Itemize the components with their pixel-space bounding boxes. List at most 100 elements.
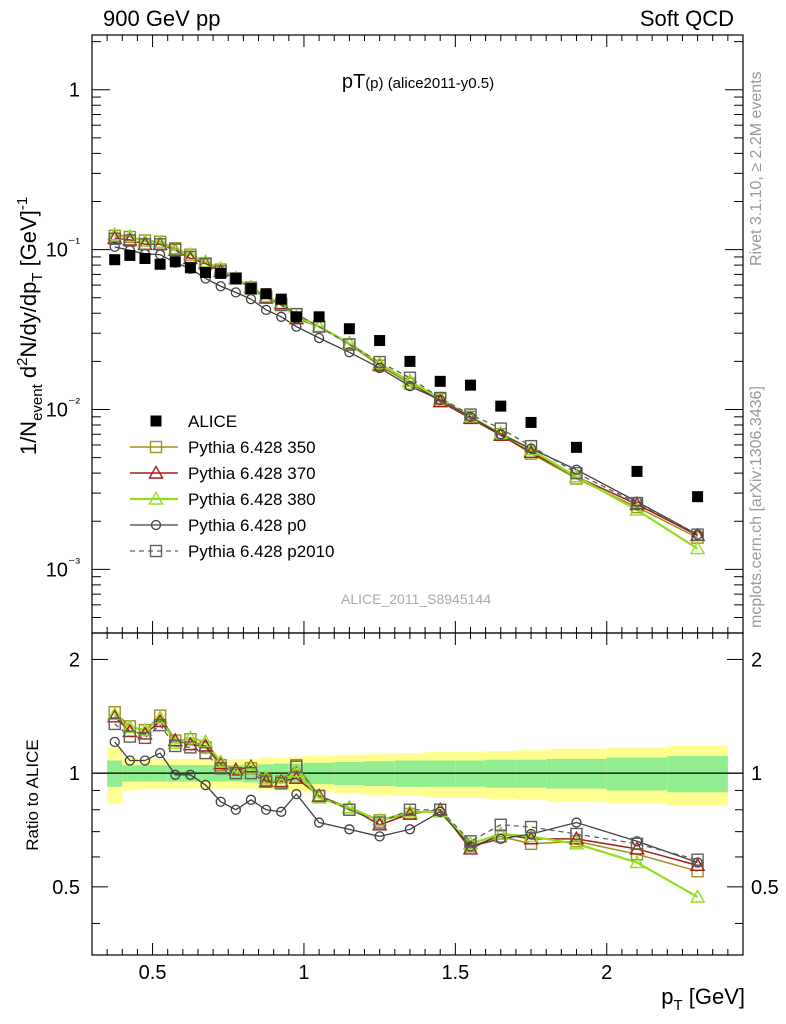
main-point-pythia-6-428-p2010 xyxy=(494,422,507,435)
main-point-pythia-6-428-p2010 xyxy=(108,232,121,245)
chart-labels: pT(p) (alice2011-y0.5) ALICE_2011_S89451… xyxy=(14,71,745,1014)
ratio-point-pythia-6-428-370 xyxy=(182,736,199,751)
main-point-alice xyxy=(343,323,355,335)
ratio-frame xyxy=(91,632,744,956)
ratio-point-pythia-6-428-380 xyxy=(629,854,645,869)
main-point-alice xyxy=(290,311,302,323)
watermark: ALICE_2011_S8945144 xyxy=(341,591,491,607)
ratio-y-tick-label-right: 2 xyxy=(751,649,762,671)
y-tick-label: 10⁻² xyxy=(46,395,81,422)
ylabel-part-8: -1 xyxy=(14,197,31,210)
main-point-pythia-6-428-p0 xyxy=(109,241,120,253)
main-point-pythia-6-428-p2010 xyxy=(169,243,182,256)
ratio-band-inner xyxy=(606,757,668,791)
ratio-point-pythia-6-428-370 xyxy=(568,830,585,845)
main-point-alice xyxy=(215,267,227,279)
ylabel-part-6: T xyxy=(29,273,46,282)
legend-label-pythia-6-428-p0: Pythia 6.428 p0 xyxy=(188,516,306,535)
ratio-point-pythia-6-428-380 xyxy=(523,828,539,843)
ratio-point-pythia-6-428-p2010 xyxy=(373,816,386,829)
ratio-point-pythia-6-428-p2010 xyxy=(244,766,258,780)
main-point-pythia-6-428-p2010 xyxy=(373,355,386,369)
ratio-point-pythia-6-428-p0 xyxy=(245,794,257,805)
main-point-pythia-6-428-p0 xyxy=(404,380,416,392)
legend-label-alice: ALICE xyxy=(188,412,237,431)
xlabel-unit: [GeV] xyxy=(683,984,745,1009)
legend-label-pythia-6-428-p2010: Pythia 6.428 p2010 xyxy=(188,542,335,561)
header-left: 900 GeV pp xyxy=(103,6,221,31)
main-point-pythia-6-428-370 xyxy=(432,393,448,408)
y-tick-label-exp: ⁻³ xyxy=(68,554,80,570)
ratio-point-pythia-6-428-p2010 xyxy=(570,827,583,841)
main-point-alice xyxy=(495,400,507,412)
main-point-pythia-6-428-380 xyxy=(402,373,418,388)
ratio-point-pythia-6-428-p2010 xyxy=(524,820,538,834)
ratio-panel: 0.5 1 1.5 2 0.5 0.5 1 1 2 2 xyxy=(52,632,779,984)
ratio-y-tick-label: 1 xyxy=(69,763,80,785)
ratio-point-pythia-6-428-380 xyxy=(197,733,214,748)
ratio-point-pythia-6-428-p2010 xyxy=(138,731,152,745)
ratio-point-pythia-6-428-p2010 xyxy=(259,775,273,788)
ratio-point-pythia-6-428-370 xyxy=(371,816,388,831)
ratio-point-pythia-6-428-p2010 xyxy=(312,789,326,803)
main-point-pythia-6-428-p2010 xyxy=(138,238,152,251)
ratio-point-pythia-6-428-p0 xyxy=(374,831,385,842)
main-point-alice xyxy=(109,254,121,266)
ratio-point-pythia-6-428-370 xyxy=(288,770,305,784)
ratio-point-pythia-6-428-370 xyxy=(137,726,153,740)
ratio-point-pythia-6-428-380 xyxy=(311,789,327,804)
ratio-y-axis-label: Ratio to ALICE xyxy=(23,739,42,851)
main-point-alice xyxy=(464,379,476,391)
ratio-point-pythia-6-428-380 xyxy=(167,735,183,749)
ylabel-part-7: [GeV] xyxy=(16,210,41,272)
ylabel-part-3: d xyxy=(16,366,41,384)
ratio-point-pythia-6-428-380 xyxy=(152,710,168,724)
main-point-alice xyxy=(200,266,212,278)
main-point-alice xyxy=(374,335,386,347)
x-tick-label: 2 xyxy=(601,962,612,984)
ratio-point-pythia-6-428-p0 xyxy=(154,747,166,759)
ratio-point-pythia-6-428-p2010 xyxy=(494,818,507,831)
main-y-axis-label: 1/Nevent d2N/dy/dpT [GeV]-1 xyxy=(14,197,46,455)
main-point-pythia-6-428-380 xyxy=(629,502,645,516)
legend-marker-pythia-6-428-380 xyxy=(148,491,164,505)
main-point-pythia-6-428-p2010 xyxy=(570,466,583,480)
main-point-pythia-6-428-p2010 xyxy=(403,371,417,384)
ratio-y-tick-label-right: 1 xyxy=(751,763,762,785)
main-panel: 10⁻³10⁻²10⁻¹1 xyxy=(46,34,744,634)
ratio-point-pythia-6-428-380 xyxy=(258,770,274,784)
ratio-point-pythia-6-428-350 xyxy=(184,732,197,746)
ratio-point-pythia-6-428-380 xyxy=(137,722,153,736)
ratio-point-pythia-6-428-p0 xyxy=(109,736,120,748)
main-point-pythia-6-428-p0 xyxy=(435,394,446,405)
x-tick-label: 1.5 xyxy=(441,962,469,984)
legend-marker-pythia-6-428-350 xyxy=(149,440,163,454)
main-point-pythia-6-428-370 xyxy=(122,231,138,246)
ratio-point-pythia-6-428-p2010 xyxy=(108,717,121,731)
main-point-pythia-6-428-p2010 xyxy=(123,234,137,247)
ratio-point-pythia-6-428-p2010 xyxy=(630,837,644,851)
main-point-alice xyxy=(525,416,537,428)
ratio-point-pythia-6-428-370 xyxy=(273,773,289,788)
ratio-band-inner xyxy=(546,759,607,789)
ratio-point-pythia-6-428-p0 xyxy=(313,817,325,828)
ratio-point-pythia-6-428-380 xyxy=(493,826,509,840)
legend-label-pythia-6-428-380: Pythia 6.428 380 xyxy=(188,490,316,509)
plot-title-sub: (p) (alice2011-y0.5) xyxy=(365,75,494,92)
plot-title: pT(p) (alice2011-y0.5) xyxy=(342,71,494,93)
ratio-point-pythia-6-428-p2010 xyxy=(229,766,243,780)
main-point-pythia-6-428-380 xyxy=(137,233,153,247)
ratio-point-pythia-6-428-370 xyxy=(228,761,244,776)
main-point-pythia-6-428-370 xyxy=(629,496,645,511)
legend-marker-pythia-6-428-370 xyxy=(148,465,164,479)
main-point-pythia-6-428-380 xyxy=(197,253,214,268)
ratio-band-inner xyxy=(667,756,728,793)
ratio-point-pythia-6-428-380 xyxy=(568,835,585,850)
ratio-point-pythia-6-428-p0 xyxy=(291,788,302,800)
ratio-point-pythia-6-428-p2010 xyxy=(214,762,227,775)
main-point-pythia-6-428-380 xyxy=(689,540,706,555)
ratio-point-pythia-6-428-370 xyxy=(197,738,214,752)
main-point-alice xyxy=(124,249,136,261)
ratio-point-pythia-6-428-p0 xyxy=(435,806,446,817)
ylabel-part-4: 2 xyxy=(14,358,31,366)
